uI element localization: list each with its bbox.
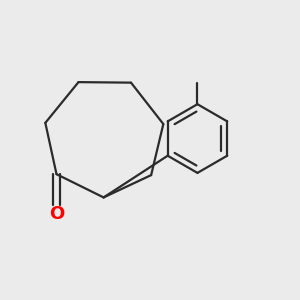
Text: O: O (49, 206, 64, 224)
